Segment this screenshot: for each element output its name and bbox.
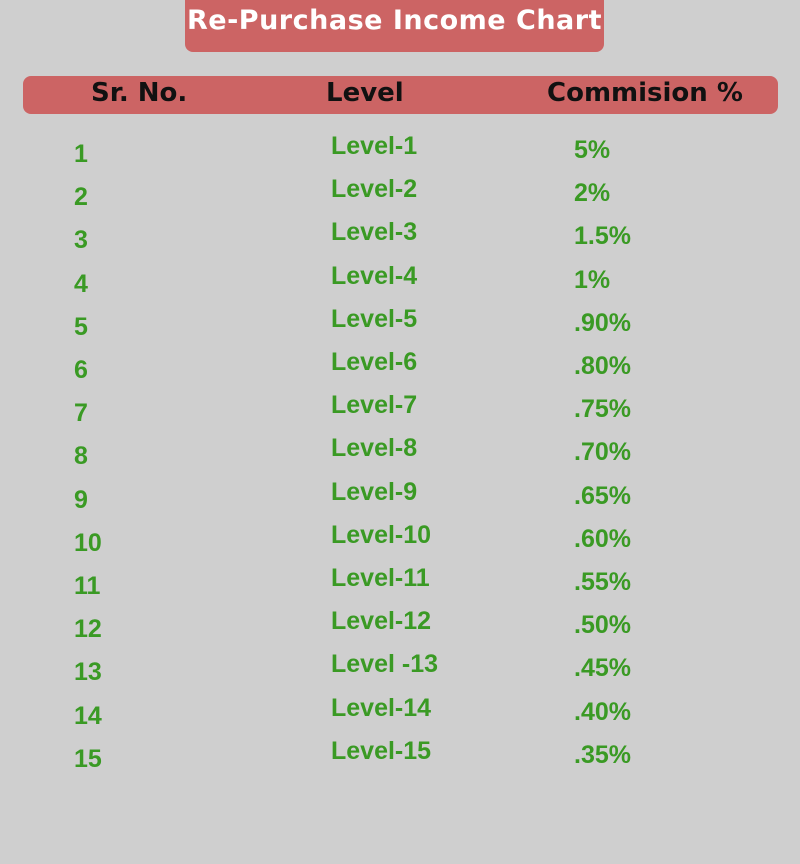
row-commission: .65%: [574, 481, 631, 510]
header-sr-no: Sr. No.: [91, 78, 188, 108]
row-sr-no: 13: [74, 658, 102, 687]
row-level: Level-4: [331, 261, 418, 290]
row-level: Level-6: [331, 348, 418, 376]
row-sr-no: 14: [74, 701, 102, 730]
row-sr-no: 2: [74, 183, 88, 212]
row-commission: 5%: [574, 136, 611, 164]
row-commission: .55%: [574, 568, 631, 596]
row-level: Level-14: [331, 693, 432, 722]
row-level: Level-7: [331, 391, 418, 420]
row-sr-no: 5: [74, 312, 88, 341]
row-sr-no: 15: [74, 744, 102, 773]
row-level: Level-3: [331, 218, 418, 247]
row-commission: 2%: [574, 179, 611, 208]
row-sr-no: 8: [74, 442, 88, 471]
row-commission: .60%: [574, 524, 631, 553]
row-commission: .90%: [574, 308, 631, 337]
title-banner: Re-Purchase Income Chart: [185, 0, 604, 52]
row-commission: 1%: [574, 265, 611, 294]
row-level: Level-2: [331, 175, 418, 204]
row-commission: .40%: [574, 697, 631, 726]
row-sr-no: 4: [74, 269, 88, 298]
row-level: Level-11: [331, 564, 430, 592]
row-commission: .70%: [574, 438, 631, 467]
row-level: Level-10: [331, 520, 432, 549]
row-level: Level -13: [331, 650, 439, 679]
row-level: Level-12: [331, 607, 432, 636]
row-commission: 1.5%: [574, 222, 631, 251]
row-sr-no: 1: [74, 140, 88, 168]
row-commission: .80%: [574, 352, 631, 380]
row-commission: .35%: [574, 740, 631, 769]
row-sr-no: 10: [74, 528, 102, 557]
page-title: Re-Purchase Income Chart: [186, 4, 602, 36]
row-sr-no: 6: [74, 356, 88, 384]
row-commission: .50%: [574, 611, 631, 640]
header-commission: Commision %: [547, 78, 743, 108]
row-level: Level-1: [331, 132, 418, 160]
table-header: Sr. No. Level Commision %: [23, 76, 778, 114]
row-level: Level-15: [331, 736, 432, 765]
header-level: Level: [326, 78, 404, 108]
row-commission: .75%: [574, 395, 631, 424]
row-sr-no: 11: [74, 572, 101, 600]
row-sr-no: 3: [74, 226, 88, 255]
row-level: Level-9: [331, 477, 418, 506]
row-level: Level-5: [331, 304, 418, 333]
row-commission: .45%: [574, 654, 631, 683]
row-sr-no: 7: [74, 399, 88, 428]
row-sr-no: 9: [74, 485, 88, 514]
row-level: Level-8: [331, 434, 418, 463]
row-sr-no: 12: [74, 615, 102, 644]
